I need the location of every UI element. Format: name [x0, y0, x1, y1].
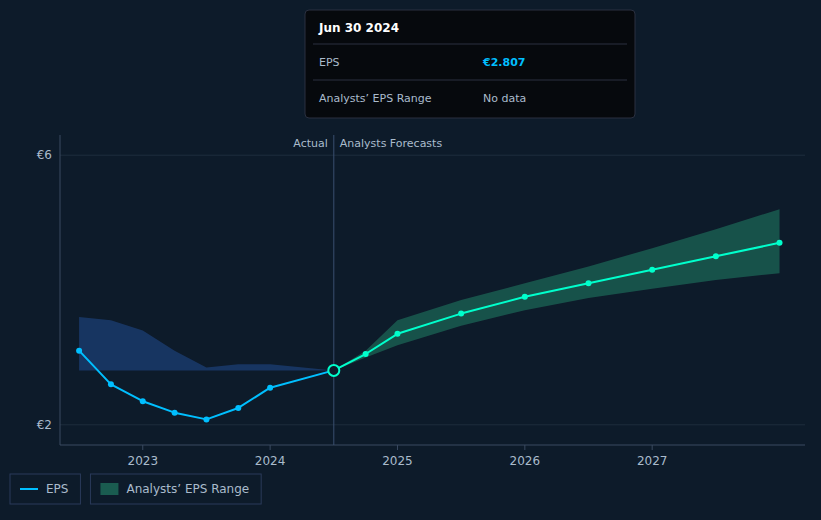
point-marker — [203, 416, 209, 422]
tooltip-value: No data — [483, 92, 526, 105]
tooltip-box — [305, 10, 635, 118]
x-tick-label: 2027 — [637, 454, 668, 468]
tooltip-separator — [313, 44, 627, 45]
series-line — [334, 243, 780, 371]
tooltip-title: Jun 30 2024 — [318, 21, 399, 35]
x-tick-label: 2025 — [382, 454, 413, 468]
y-axis-line — [60, 135, 61, 445]
x-tick — [397, 445, 398, 450]
y-tick-label: €2 — [37, 418, 52, 432]
x-axis-line — [60, 445, 805, 446]
point-marker — [76, 348, 82, 354]
x-tick-label: 2023 — [128, 454, 159, 468]
tooltip: Jun 30 2024 EPS €2.807 Analysts’ EPS Range N… — [305, 10, 635, 118]
legend: EPS Analysts’ EPS Range — [10, 474, 261, 504]
y-tick-label: €6 — [37, 148, 52, 162]
highlight-point — [328, 365, 339, 376]
grid-line — [60, 155, 805, 156]
legend-item: Analysts’ EPS Range — [90, 474, 261, 504]
range-band — [334, 209, 780, 370]
tooltip-label: EPS — [319, 56, 340, 69]
tooltip-value: €2.807 — [482, 56, 525, 69]
tooltip-separator — [313, 80, 627, 81]
divider-label: Analysts Forecasts — [340, 137, 443, 150]
x-tick — [270, 445, 271, 450]
point-marker — [172, 410, 178, 416]
range-band — [79, 317, 334, 370]
legend-swatch — [20, 488, 38, 490]
plot-area — [76, 135, 782, 445]
x-tick-label: 2026 — [510, 454, 541, 468]
legend-swatch — [100, 483, 118, 495]
x-tick — [652, 445, 653, 450]
series-line — [79, 351, 334, 420]
divider-line — [333, 135, 334, 445]
legend-item: EPS — [10, 474, 80, 504]
legend-box — [10, 474, 80, 504]
tooltip-label: Analysts’ EPS Range — [319, 92, 432, 105]
legend-label: EPS — [46, 482, 68, 496]
chart: €2 €6 2023 2024 2025 2026 2027 Actual Analysts F… — [0, 0, 821, 520]
grid — [60, 155, 805, 425]
background — [0, 0, 821, 520]
point-marker — [267, 385, 273, 391]
point-marker — [235, 405, 241, 411]
x-tick-label: 2024 — [255, 454, 286, 468]
point-marker — [140, 398, 146, 404]
point-marker — [394, 331, 400, 337]
x-tick — [142, 445, 143, 450]
legend-box — [90, 474, 261, 504]
point-marker — [363, 351, 369, 357]
point-marker — [586, 280, 592, 286]
point-marker — [108, 381, 114, 387]
legend-label: Analysts’ EPS Range — [126, 482, 249, 496]
divider-label: Actual — [293, 137, 327, 150]
point-marker — [713, 253, 719, 259]
point-marker — [649, 267, 655, 273]
point-marker — [522, 294, 528, 300]
point-marker — [458, 311, 464, 317]
x-tick — [524, 445, 525, 450]
point-marker — [777, 240, 783, 246]
grid-line — [60, 424, 805, 425]
